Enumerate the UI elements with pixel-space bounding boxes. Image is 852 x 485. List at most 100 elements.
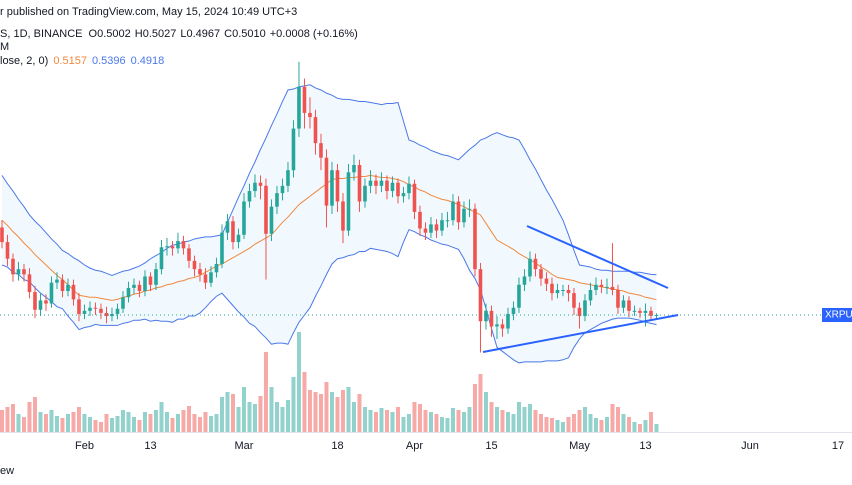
candle-body (82, 310, 87, 314)
candle-body (390, 182, 395, 192)
candle-body (561, 290, 565, 291)
volume-bar (0, 410, 4, 432)
ohlc-value: 0.5027 (143, 28, 177, 40)
candle-body (55, 279, 59, 283)
volume-bar (131, 417, 136, 432)
candle-body (280, 185, 285, 194)
change: +0.0008 (+0.16%) (270, 28, 358, 40)
candle-body (154, 269, 158, 285)
volume-bar (483, 392, 488, 432)
candle-body (324, 157, 329, 206)
candle-body (269, 206, 274, 234)
volume-bar (197, 417, 202, 432)
volume-bar (115, 416, 120, 432)
candle-body (159, 247, 164, 270)
candle-body (363, 185, 367, 202)
candle-body (522, 276, 527, 285)
volume-bar (555, 420, 560, 432)
candle-body (88, 307, 92, 311)
candle-body (517, 284, 521, 308)
candle-body (566, 290, 571, 294)
volume-bar (324, 382, 329, 432)
candle-body (583, 300, 587, 317)
ohlc-value: 0.5010 (232, 28, 266, 40)
candle-body (456, 201, 461, 223)
volume-bar (159, 402, 164, 432)
volume-bar (230, 394, 235, 432)
volume-bar (549, 418, 554, 432)
ohlc-label: C (224, 28, 232, 40)
volume-bar (621, 414, 626, 432)
volume-bar (164, 412, 169, 432)
volume-bar (313, 392, 318, 432)
volume-bar (577, 410, 582, 432)
price-tag (822, 308, 852, 322)
candle-body (396, 182, 400, 197)
candle-body (99, 308, 103, 313)
volume-bar (450, 408, 455, 432)
candle-body (77, 299, 81, 314)
volume-legend: M (0, 41, 9, 53)
volume-bar (65, 414, 70, 432)
candle-body (148, 276, 153, 285)
candle-body (220, 232, 224, 264)
trend-line (526, 225, 669, 289)
volume-bar (181, 410, 186, 432)
candle-body (555, 290, 560, 294)
volume-bar (588, 414, 593, 432)
volume-bar (544, 417, 549, 432)
volume-bar (76, 407, 81, 432)
candle-body (368, 180, 373, 186)
volume-bar (610, 404, 615, 432)
candle-body (440, 220, 444, 231)
volume-bar (241, 387, 246, 432)
volume-bar (654, 424, 659, 432)
volume-bar (351, 402, 356, 432)
candle-body (22, 269, 26, 275)
volume-bar (494, 407, 499, 432)
candle-body (93, 307, 98, 309)
volume-bar (27, 402, 32, 432)
ohlc-legend: S, 1D, BINANCE O0.5002 H0.5027 L0.4967 C0.50… (0, 28, 358, 40)
candle-body (385, 180, 389, 192)
ohlc-value: 0.5002 (97, 28, 131, 40)
candle-body (445, 220, 450, 222)
volume-bar (49, 410, 54, 432)
volume-bar (54, 416, 59, 432)
x-tick-label: May (569, 440, 590, 452)
volume-bar (412, 402, 417, 432)
candle-body (473, 208, 477, 270)
volume-bar (373, 412, 378, 432)
volume-bar (120, 410, 125, 432)
bb-upper-value: 0.5396 (92, 55, 126, 67)
volume-bar (21, 417, 26, 432)
candle-body (511, 307, 516, 314)
candle-body (209, 272, 213, 283)
volume-bar (439, 417, 444, 432)
volume-bar (219, 397, 224, 432)
candle-body (203, 274, 208, 283)
candle-body (44, 300, 48, 304)
candle-body (643, 310, 648, 313)
x-tick-label: Feb (75, 440, 94, 452)
volume-bar (604, 417, 609, 432)
volume-bar (104, 414, 109, 432)
candle-body (379, 180, 384, 186)
candle-body (198, 269, 202, 275)
volume-bar (461, 412, 466, 432)
candle-body (374, 180, 378, 186)
price-tag-label: XRPUS (825, 310, 852, 321)
volume-bar (82, 414, 87, 432)
candle-body (649, 310, 653, 316)
volume-bar (593, 418, 598, 432)
publisher-line: r published on TradingView.com, May 15, … (0, 6, 297, 18)
volume-bar (505, 412, 510, 432)
volume-bar (478, 374, 483, 432)
candle-body (236, 234, 241, 243)
candle-body (176, 241, 180, 249)
candle-body (71, 284, 76, 300)
volume-bar (335, 397, 340, 432)
candle-body (33, 292, 37, 310)
bb-lower-value: 0.4918 (131, 55, 165, 67)
